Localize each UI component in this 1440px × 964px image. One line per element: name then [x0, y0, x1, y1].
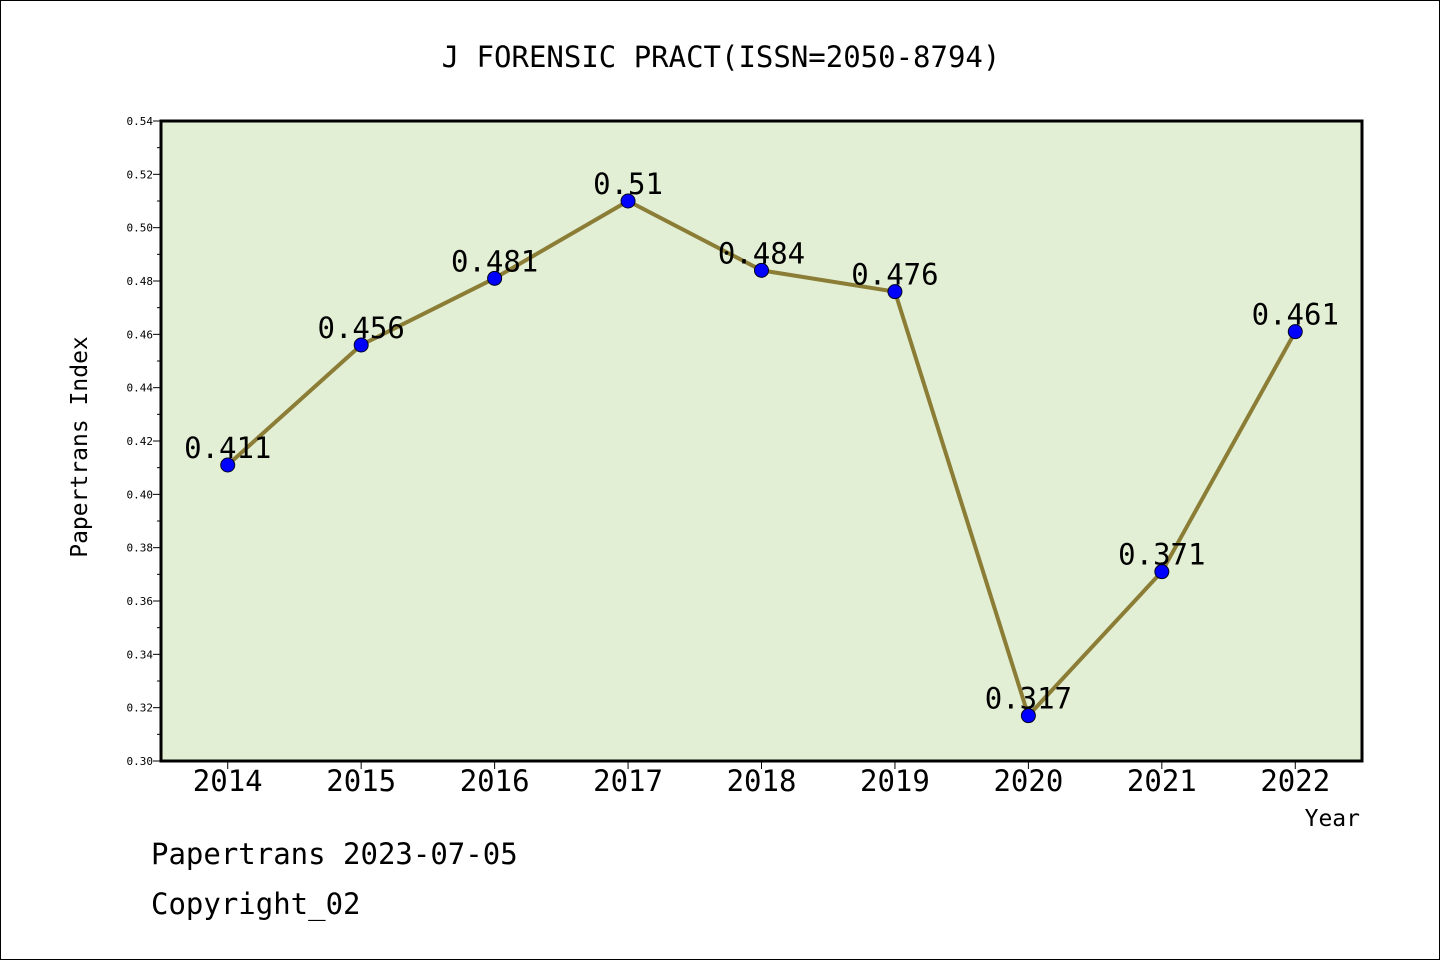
series-layer: 0.411 0.456 0.481 0.51 0.484 0.476 0.317 0.371 0… — [184, 167, 1339, 724]
y-tick-label: 0.52 — [127, 168, 154, 181]
plot-area — [161, 121, 1362, 761]
x-tick-label: 2016 — [460, 764, 530, 798]
data-point — [1154, 564, 1170, 580]
data-label: 0.461 — [1252, 298, 1339, 332]
data-label: 0.476 — [851, 258, 938, 292]
footer-copyright: Copyright_02 — [151, 887, 361, 921]
y-tick-label: 0.50 — [127, 222, 154, 235]
data-point — [353, 337, 369, 353]
data-point — [220, 457, 236, 473]
data-point — [887, 284, 903, 300]
y-tick-label: 0.42 — [127, 435, 154, 448]
footer-date: Papertrans 2023-07-05 — [151, 837, 518, 871]
data-label: 0.456 — [318, 311, 405, 345]
y-tick-label: 0.40 — [127, 488, 154, 501]
x-axis: 2014 2015 2016 2017 2018 2019 2020 2021 2022 — [193, 761, 1330, 798]
y-tick-label: 0.38 — [127, 542, 154, 555]
data-label: 0.481 — [451, 244, 538, 278]
data-point — [1287, 324, 1303, 340]
x-tick-label: 2014 — [193, 764, 263, 798]
y-tick-label: 0.34 — [127, 648, 154, 661]
y-axis: 0.30 0.32 0.34 0.36 0.38 0.40 0.42 0.44 0.46 0.48… — [127, 115, 161, 768]
y-axis-label: Papertrans Index — [67, 336, 93, 558]
x-tick-label: 2020 — [993, 764, 1063, 798]
data-point — [754, 262, 769, 278]
y-tick-label: 0.44 — [127, 382, 154, 395]
x-tick-label: 2019 — [860, 764, 930, 798]
plot-border — [159, 119, 1364, 763]
chart-title: J FORENSIC PRACT(ISSN=2050-8794) — [442, 40, 1001, 74]
data-label: 0.371 — [1118, 538, 1205, 572]
x-tick-label: 2022 — [1260, 764, 1330, 798]
x-tick-label: 2018 — [727, 764, 797, 798]
data-point — [620, 193, 636, 209]
y-tick-label: 0.54 — [127, 115, 154, 128]
y-tick-label: 0.46 — [127, 328, 154, 341]
data-point — [1020, 708, 1036, 724]
y-tick-label: 0.32 — [127, 702, 154, 715]
y-tick-label: 0.30 — [127, 755, 154, 768]
x-tick-label: 2021 — [1127, 764, 1197, 798]
data-label: 0.484 — [718, 236, 805, 270]
y-tick-label: 0.48 — [127, 275, 154, 288]
x-tick-label: 2017 — [593, 764, 663, 798]
data-label: 0.411 — [184, 431, 271, 465]
x-axis-label: Year — [1305, 806, 1360, 832]
data-label: 0.317 — [985, 682, 1072, 716]
y-tick-label: 0.36 — [127, 595, 154, 608]
x-tick-label: 2015 — [326, 764, 396, 798]
data-point — [487, 270, 503, 286]
data-label: 0.51 — [593, 167, 663, 201]
